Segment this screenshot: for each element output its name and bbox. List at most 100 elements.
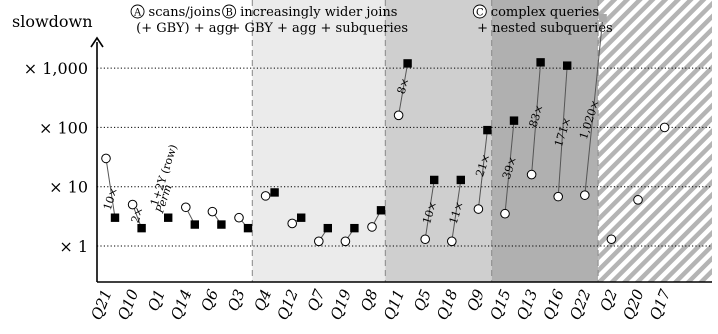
x-tick-label: Q7 (304, 286, 329, 313)
x-tick-label: Q15 (486, 287, 514, 323)
x-tick-label: Q18 (433, 287, 461, 323)
circle-marker-Q7 (314, 236, 324, 247)
square-marker-Q21 (110, 213, 120, 222)
circle-marker-Q5 (420, 234, 431, 245)
connector-lines (105, 14, 607, 242)
axes: slowdown (12, 12, 712, 283)
circle-marker-Q9 (473, 204, 484, 214)
y-axis-arrowhead (90, 36, 104, 48)
circle-marker-Q16 (553, 191, 564, 202)
x-tick-label: Q4 (250, 287, 275, 314)
circle-marker-Q22 (580, 190, 590, 200)
group-badge-circle (222, 4, 237, 19)
square-marker-Q3 (243, 223, 253, 233)
square-marker-Q1 (164, 213, 173, 222)
connector-Q16 (557, 65, 568, 197)
square-marker-Q18 (456, 175, 465, 185)
circle-marker-Q6 (207, 206, 218, 217)
x-tick-label: Q19 (327, 286, 356, 322)
x-tick-label: Q16 (539, 286, 568, 322)
y-tick-label: × 100 (39, 118, 88, 137)
circle-marker-Q17 (659, 122, 670, 133)
x-tick-label: Q20 (619, 286, 648, 322)
group-header-line1: scans/joins (149, 5, 221, 20)
square-marker-Q19 (350, 223, 359, 233)
circle-marker-Q21 (101, 153, 111, 164)
x-tick-label: Q21 (87, 287, 115, 323)
circle-marker-Q4 (260, 191, 271, 201)
circle-marker-Q10 (127, 199, 138, 210)
square-marker-Q9 (483, 125, 492, 135)
square-marker-Q22-faded (598, 14, 607, 22)
x-tick-label: Q8 (357, 287, 382, 314)
connector-Q5 (424, 179, 435, 240)
connector-Q18 (451, 179, 462, 242)
y-tick-label: × 1 (59, 237, 88, 256)
circle-marker-Q8 (367, 222, 377, 232)
square-marker-Q13 (536, 58, 545, 67)
x-tick-label: Q14 (167, 287, 195, 323)
y-tick-label: × 1,000 (24, 59, 88, 78)
circle-marker-Q15 (500, 208, 510, 219)
y-tick-labels: × 1 × 10 × 100 × 1,000 (24, 59, 88, 256)
square-marker-Q7 (323, 223, 332, 233)
square-marker-Q14 (190, 220, 199, 229)
x-tick-label: Q2 (596, 287, 621, 314)
square-marker-Q11 (403, 59, 412, 68)
connector-Q22 (584, 17, 604, 196)
x-tick-label: Q3 (224, 287, 249, 314)
group-header-line2: + GBY + agg + subqueries (230, 21, 409, 36)
group-header-line2: (+ GBY) + agg (136, 21, 233, 36)
y-tick-label: × 10 (49, 178, 88, 197)
annotation-label: 8× (395, 76, 412, 95)
square-marker-Q4 (270, 188, 279, 197)
square-marker-Q5 (430, 175, 439, 185)
connector-Q15 (504, 120, 515, 214)
square-marker-Q6 (217, 220, 226, 229)
x-tick-label: Q17 (646, 286, 675, 322)
data-points (101, 58, 670, 247)
group-badge-circle (130, 4, 145, 19)
x-tick-label: Q10 (114, 286, 143, 322)
annotation-label: 2× (129, 205, 146, 224)
square-marker-Q8 (376, 206, 386, 215)
group-badge: C (476, 7, 484, 18)
circle-marker-Q14 (181, 202, 191, 213)
connector-Q9 (477, 130, 488, 210)
x-tick-label: Q11 (380, 287, 408, 323)
x-tick-label: Q9 (463, 286, 488, 313)
group-region-1 (252, 0, 386, 282)
circle-marker-Q13 (526, 169, 537, 180)
y-axis-label: slowdown (12, 12, 93, 31)
x-tick-label: Q1 (144, 287, 169, 314)
x-tick-label: Q6 (197, 286, 222, 313)
group-header-line2: + nested subqueries (477, 21, 613, 36)
group-regions (97, 0, 712, 282)
circle-marker-Q3 (234, 212, 244, 223)
square-marker-Q10 (137, 223, 146, 233)
x-tick-label: Q13 (513, 287, 541, 323)
group-region-4 (598, 0, 712, 282)
square-marker-Q16 (563, 61, 572, 70)
circle-marker-Q19 (340, 236, 351, 247)
connector-Q21 (105, 158, 116, 218)
circle-marker-Q11 (393, 110, 404, 121)
connector-Q11 (398, 63, 409, 116)
circle-marker-Q2 (606, 234, 617, 245)
x-tick-label: Q12 (273, 287, 301, 323)
square-marker-Q15 (509, 116, 519, 125)
group-badge-circle (472, 4, 487, 19)
connector-Q13 (531, 62, 542, 175)
x-tick-label: Q5 (410, 287, 435, 314)
group-header-line1: increasingly wider joins (240, 5, 397, 20)
circle-marker-Q18 (447, 236, 457, 247)
group-region-0 (97, 0, 253, 282)
group-region-2 (385, 0, 492, 282)
gridlines (97, 67, 712, 247)
group-header-line1: complex queries (491, 5, 599, 20)
circle-marker-Q12 (287, 218, 298, 229)
square-marker-Q12 (297, 213, 306, 222)
